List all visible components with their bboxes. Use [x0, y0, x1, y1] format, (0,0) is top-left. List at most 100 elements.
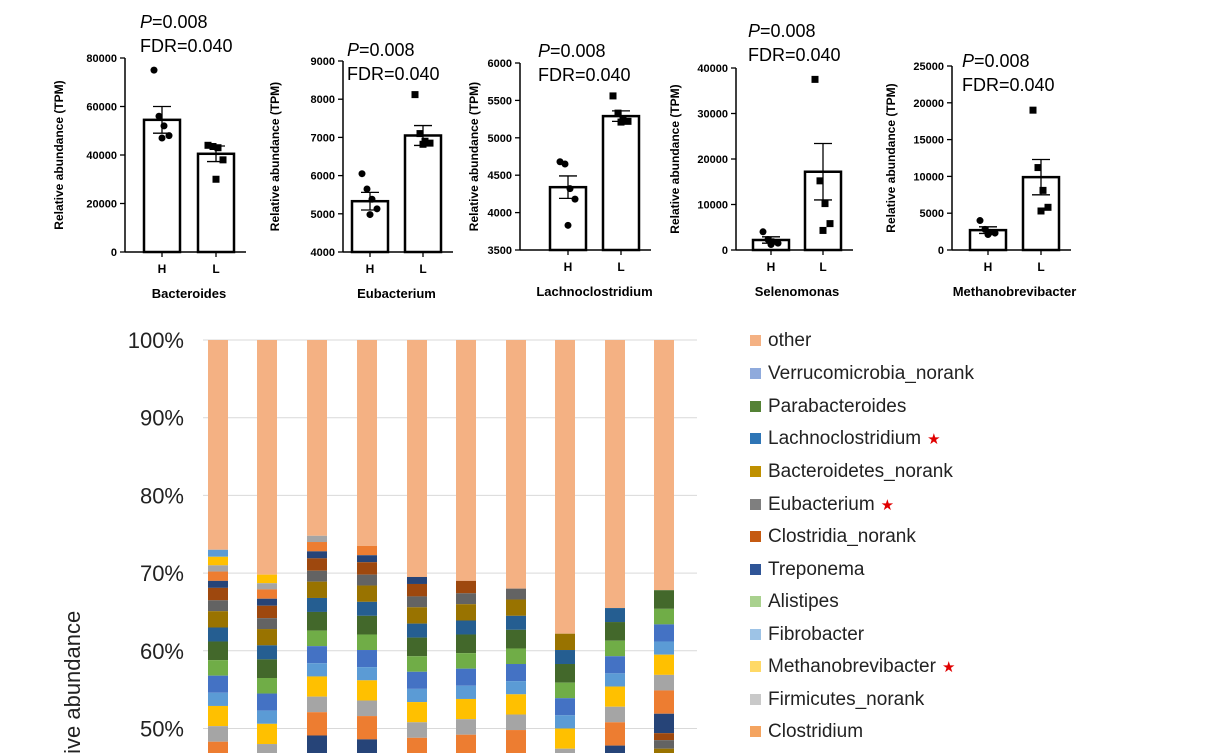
segment: [605, 622, 625, 641]
y-tick-label: 0: [111, 247, 117, 259]
p-value: =0.008: [152, 12, 208, 32]
segment: [654, 641, 674, 655]
y-axis-label: Relative abundance (TPM): [268, 82, 282, 231]
legend-swatch: [750, 596, 761, 607]
data-point: [566, 185, 574, 193]
legend-label-text: Parabacteroides: [768, 396, 907, 417]
segment: [506, 730, 526, 753]
x-axis-label: Lachnoclostridium: [536, 284, 652, 299]
segment: [506, 615, 526, 630]
y-tick-label: 60000: [86, 102, 117, 114]
segment: [257, 677, 277, 694]
segment: [456, 604, 476, 621]
data-point: [155, 112, 163, 120]
bar-L: [196, 152, 236, 254]
p-value-annotation: P=0.008: [748, 21, 816, 41]
data-point: [214, 144, 222, 152]
data-point: [219, 156, 227, 164]
legend-label: Methanobrevibacter ★: [768, 656, 955, 678]
segment-other: [407, 340, 427, 577]
legend-swatch: [750, 368, 761, 379]
segment: [307, 581, 327, 598]
legend-label-text: Treponema: [768, 559, 865, 580]
p-value-annotation: P=0.008: [347, 40, 415, 60]
segment: [407, 702, 427, 723]
segment: [357, 739, 377, 753]
segment: [506, 648, 526, 665]
y-tick-label: 3500: [488, 245, 512, 257]
segment: [307, 676, 327, 697]
data-point: [1029, 106, 1037, 114]
segment: [208, 741, 228, 753]
y-tick-label: 7000: [311, 132, 335, 144]
p-symbol: P: [140, 12, 152, 32]
segment: [506, 588, 526, 600]
y-axis-label: Relative abundance (TPM): [884, 83, 898, 232]
bar-L: [403, 134, 443, 254]
data-point: [571, 195, 579, 203]
legend-label: Treponema: [768, 559, 864, 581]
data-point: [816, 177, 824, 185]
segment: [357, 615, 377, 635]
segment-other: [257, 340, 277, 575]
segment: [307, 611, 327, 631]
segment: [605, 640, 625, 657]
segment: [307, 630, 327, 647]
y-axis-label: tive abundance: [60, 611, 85, 753]
segment: [208, 549, 228, 557]
segment: [654, 713, 674, 734]
segment: [257, 629, 277, 646]
segment: [555, 682, 575, 699]
segment: [208, 600, 228, 612]
y-tick-label: 4000: [488, 208, 512, 220]
segment: [654, 748, 674, 753]
segment: [407, 671, 427, 689]
fdr-annotation: FDR=0.040: [140, 36, 233, 56]
legend-label: Verrucomicrobia_norank: [768, 363, 974, 385]
y-axis-label: Relative abundance (TPM): [668, 84, 682, 233]
data-point: [368, 195, 376, 203]
legend-swatch: [750, 401, 761, 412]
data-point: [826, 220, 834, 228]
segment: [555, 664, 575, 683]
segment: [257, 723, 277, 745]
segment: [407, 583, 427, 597]
legend-label-text: Methanobrevibacter: [768, 656, 936, 677]
x-tick-label: L: [819, 260, 826, 274]
segment: [357, 716, 377, 740]
segment: [506, 664, 526, 682]
segment: [654, 608, 674, 625]
legend-label: other: [768, 330, 811, 352]
y-axis-label: Relative abundance (TPM): [52, 80, 66, 229]
data-point: [624, 117, 632, 125]
p-value-annotation: P=0.008: [538, 41, 606, 61]
data-point: [561, 160, 569, 168]
legend-label-text: Lachnoclostridium: [768, 428, 922, 449]
p-value: =0.008: [760, 21, 816, 41]
segment: [456, 668, 476, 686]
segment: [357, 562, 377, 575]
legend-swatch: [750, 335, 761, 346]
legend-label-text: Bacteroidetes_norank: [768, 461, 953, 482]
data-point: [991, 229, 999, 237]
segment: [605, 656, 625, 674]
segment: [257, 645, 277, 660]
segment: [208, 692, 228, 706]
x-axis-label: Methanobrevibacter: [953, 284, 1077, 299]
segment-other: [506, 340, 526, 589]
legend-label-text: Clostridium: [768, 721, 864, 742]
stacked-bar-7: [506, 340, 526, 753]
y-tick-label: 5000: [920, 208, 944, 220]
y-tick-label: 5500: [488, 95, 512, 107]
y-tick-label: 10000: [697, 200, 728, 212]
data-point: [1034, 164, 1042, 172]
segment: [555, 748, 575, 753]
data-point: [366, 211, 374, 219]
segment: [654, 740, 674, 749]
segment: [208, 627, 228, 642]
data-point: [416, 130, 424, 138]
x-tick-label: L: [419, 262, 426, 276]
segment: [307, 551, 327, 559]
segment: [257, 744, 277, 753]
